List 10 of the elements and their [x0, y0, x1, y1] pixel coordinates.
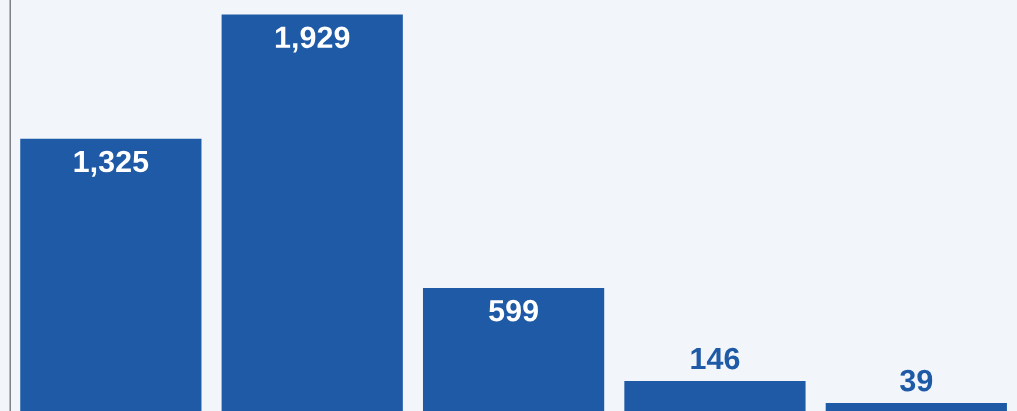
bar	[624, 381, 806, 411]
data-label: 1,325	[74, 150, 149, 177]
bar	[20, 138, 202, 411]
data-label: 599	[489, 299, 538, 322]
bar	[221, 14, 403, 411]
bar	[422, 287, 605, 411]
data-label: 1,929	[275, 26, 350, 53]
data-label: 146	[691, 347, 740, 370]
data-label: 39	[900, 369, 933, 392]
bar	[825, 402, 1007, 411]
